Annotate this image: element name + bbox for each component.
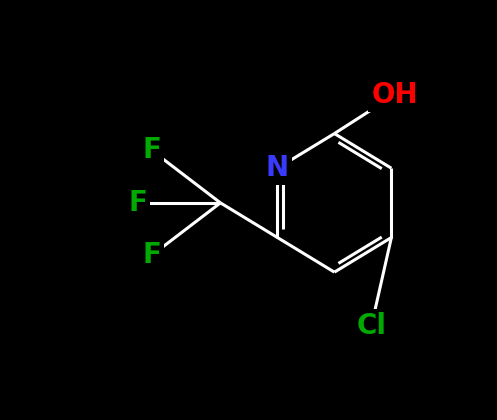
Text: F: F — [143, 136, 162, 165]
Text: F: F — [129, 189, 148, 217]
Text: N: N — [266, 154, 289, 182]
Text: OH: OH — [371, 81, 418, 109]
Text: F: F — [143, 241, 162, 269]
Text: Cl: Cl — [356, 312, 386, 340]
